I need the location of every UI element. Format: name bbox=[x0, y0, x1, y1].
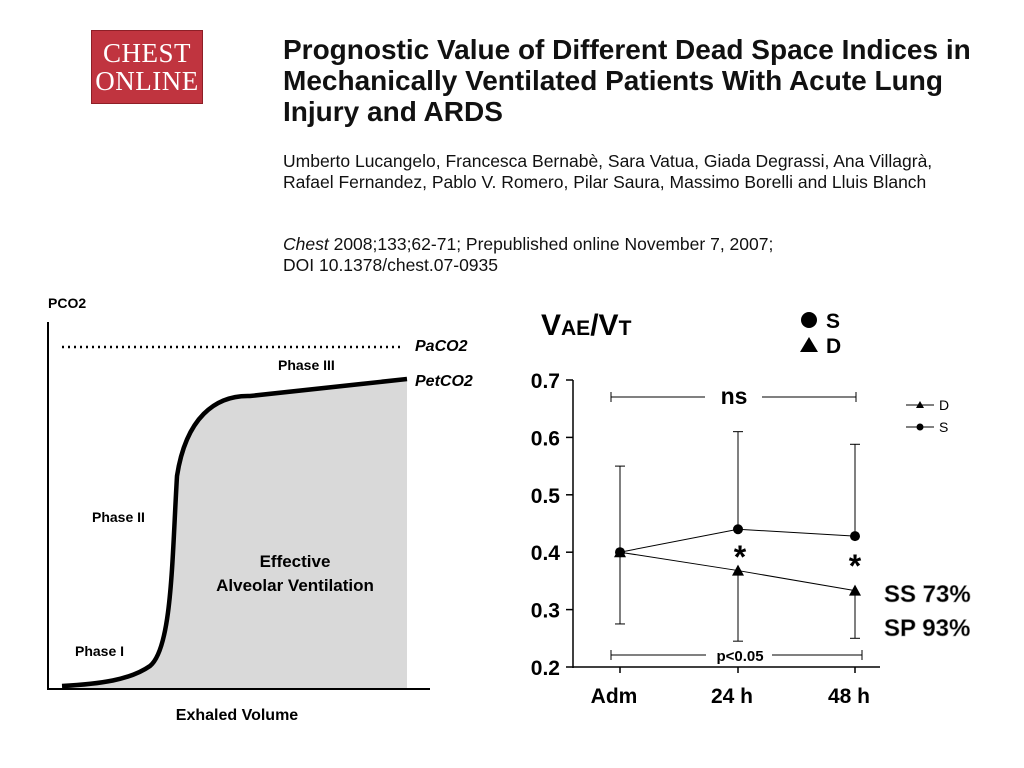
significance-star-24h: * bbox=[734, 539, 747, 575]
chart-title-v: V bbox=[541, 309, 561, 342]
data-point-d bbox=[614, 546, 626, 558]
specificity-label: SP 93% bbox=[884, 615, 970, 642]
x-tick-label: Adm bbox=[591, 685, 638, 708]
chart-title: VAE/VT bbox=[541, 309, 632, 342]
co2-curve bbox=[61, 376, 408, 689]
phase-3-label: Phase III bbox=[278, 357, 335, 373]
legend-d-label: D bbox=[826, 335, 841, 358]
y-tick-label: 0.7 bbox=[531, 370, 560, 393]
chart-title-sub2: T bbox=[619, 317, 632, 340]
y-tick-label: 0.5 bbox=[531, 485, 561, 508]
error-bars bbox=[615, 431, 860, 642]
x-tick-label: 48 h bbox=[828, 685, 870, 708]
data-point-s bbox=[733, 524, 743, 535]
ns-label: ns bbox=[721, 383, 748, 409]
capnogram-diagram: PCO2 Exhaled Volume PaCO2 PetCO2 Phase I… bbox=[47, 295, 473, 724]
area-label-line-2: Alveolar Ventilation bbox=[216, 576, 374, 595]
y-tick-label: 0.2 bbox=[531, 657, 560, 680]
petco2-label: PetCO2 bbox=[415, 373, 473, 390]
diagram-y-label: PCO2 bbox=[48, 295, 86, 311]
small-legend-s-label: S bbox=[939, 419, 948, 435]
diagram-x-label: Exhaled Volume bbox=[176, 707, 299, 724]
citation-details: 2008;133;62-71; Prepublished online Nove… bbox=[328, 234, 774, 254]
series-markers bbox=[614, 524, 861, 596]
small-legend-s-marker bbox=[916, 423, 924, 431]
x-tick-label: 24 h bbox=[711, 685, 753, 708]
area-label-line-1: Effective bbox=[260, 552, 331, 571]
y-tick-label: 0.4 bbox=[531, 542, 561, 565]
effective-alveolar-ventilation-area bbox=[62, 380, 407, 688]
y-ticks: 0.7 0.6 0.5 0.4 0.3 0.2 bbox=[531, 370, 573, 680]
x-ticks: Adm 24 h 48 h bbox=[591, 667, 870, 708]
citation-journal: Chest bbox=[283, 234, 329, 254]
significance-star-48h: * bbox=[849, 548, 862, 584]
legend-d-marker bbox=[800, 337, 818, 352]
legend-s-label: S bbox=[826, 310, 840, 333]
logo-line-1: CHEST bbox=[102, 38, 191, 68]
y-tick-label: 0.3 bbox=[531, 600, 560, 623]
phase-2-label: Phase II bbox=[92, 509, 145, 525]
data-point-d bbox=[732, 564, 744, 576]
logo-line-2: ONLINE bbox=[95, 66, 199, 96]
data-point-d bbox=[849, 584, 861, 596]
p-value-label: p<0.05 bbox=[716, 648, 763, 665]
paco2-label: PaCO2 bbox=[415, 338, 468, 355]
small-legend-d-marker bbox=[916, 401, 924, 408]
y-tick-label: 0.6 bbox=[531, 427, 560, 450]
small-legend-d-label: D bbox=[939, 397, 949, 413]
chart-title-mid: /V bbox=[590, 309, 618, 342]
citation-doi: DOI 10.1378/chest.07-0935 bbox=[283, 255, 499, 275]
sensitivity-label: SS 73% bbox=[884, 581, 971, 608]
chart-title-sub1: AE bbox=[561, 317, 590, 340]
vae-vt-chart: VAE/VT S D 0.7 0.6 0.5 0.4 0.3 0.2 Adm 24 h 48 … bbox=[531, 309, 971, 708]
data-point-s bbox=[850, 531, 860, 542]
author-list: Umberto Lucangelo, Francesca Bernabè, Sa… bbox=[283, 151, 933, 192]
paper-title: Prognostic Value of Different Dead Space… bbox=[283, 34, 971, 127]
legend-s-marker bbox=[801, 312, 817, 328]
phase-1-label: Phase I bbox=[75, 643, 124, 659]
chest-online-logo: CHEST ONLINE bbox=[91, 30, 203, 104]
citation: Chest 2008;133;62-71; Prepublished onlin… bbox=[283, 234, 983, 276]
